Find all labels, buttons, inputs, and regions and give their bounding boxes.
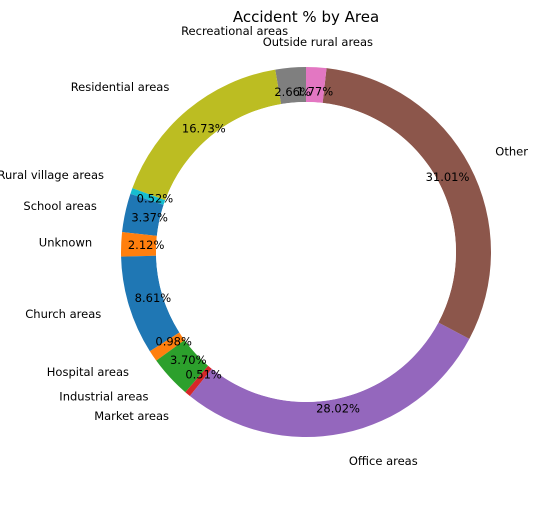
percent-label-group: 2.66% 16.73% 0.52% 3.37% 2.12% 8.61% 0.98% 3.70… (128, 85, 470, 416)
slice-other (322, 68, 491, 339)
slice-group (120, 67, 491, 438)
percent-label-rural-village-areas: 0.52% (137, 192, 174, 206)
percent-label-office-areas: 28.02% (316, 401, 360, 415)
percent-label-residential-areas: 16.73% (182, 121, 226, 135)
percent-label-school-areas: 3.37% (131, 211, 168, 225)
category-label-residential-areas: Residential areas (71, 80, 170, 94)
category-label-office-areas: Office areas (349, 454, 418, 468)
slice-recreational-areas (275, 67, 306, 105)
slice-market-areas (185, 365, 212, 397)
percent-label-market-areas: 0.51% (185, 367, 222, 381)
category-label-outside-rural-areas: Outside rural areas (263, 35, 373, 49)
category-label-industrial-areas: Industrial areas (59, 389, 148, 403)
slice-office-areas (189, 322, 470, 438)
category-label-hospital-areas: Hospital areas (47, 365, 129, 379)
percent-label-other: 31.01% (426, 170, 470, 184)
category-label-church-areas: Church areas (25, 307, 101, 321)
category-label-unknown: Unknown (39, 236, 92, 250)
category-label-market-areas: Market areas (94, 409, 169, 423)
percent-label-industrial-areas: 3.70% (170, 353, 207, 367)
slice-residential-areas (132, 69, 282, 201)
slice-industrial-areas (156, 340, 209, 393)
category-label-recreational-areas: Recreational areas (181, 24, 288, 38)
slice-church-areas (121, 255, 180, 352)
chart-title: Accident % by Area (233, 8, 379, 26)
percent-label-outside-rural-areas: 1.77% (297, 85, 334, 99)
slice-unknown (120, 232, 157, 257)
category-label-school-areas: School areas (23, 199, 96, 213)
outer-label-group: Recreational areas Residential areas Rural… (0, 24, 528, 468)
category-label-other: Other (495, 145, 528, 159)
slice-outside-rural-areas (306, 67, 327, 103)
percent-label-recreational-areas: 2.66% (274, 85, 311, 99)
donut-hole (156, 102, 456, 402)
slice-hospital-areas (149, 332, 185, 361)
percent-label-hospital-areas: 0.98% (155, 334, 192, 348)
slice-school-areas (122, 193, 164, 236)
percent-label-unknown: 2.12% (128, 238, 165, 252)
slice-rural-village-areas (130, 188, 166, 205)
percent-label-church-areas: 8.61% (135, 291, 172, 305)
category-label-rural-village-areas: Rural village areas (0, 168, 104, 182)
